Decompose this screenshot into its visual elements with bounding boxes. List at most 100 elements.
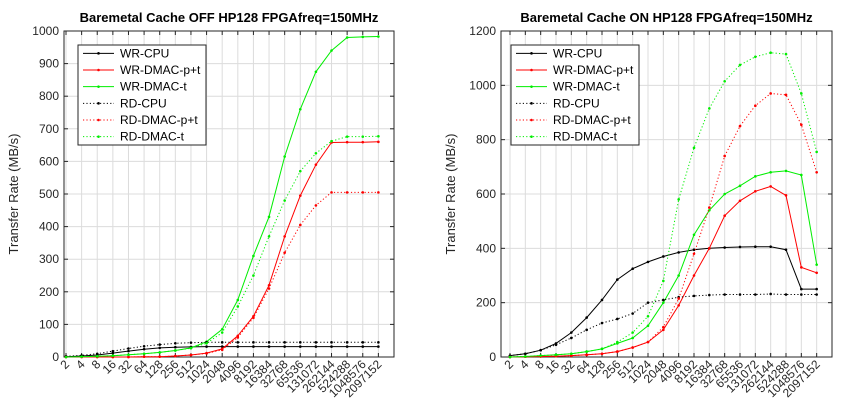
data-point — [784, 194, 788, 197]
data-point — [283, 199, 286, 202]
data-point — [220, 331, 224, 334]
y-tick-label: 600 — [39, 154, 59, 168]
data-point — [252, 254, 255, 258]
data-point — [738, 124, 742, 128]
data-point — [662, 255, 665, 258]
data-point — [267, 345, 271, 348]
data-point — [662, 298, 665, 302]
data-point — [236, 336, 240, 339]
data-point — [314, 70, 318, 74]
data-point — [692, 233, 696, 237]
y-tick-label: 200 — [39, 285, 59, 299]
data-point — [800, 123, 803, 127]
data-point — [585, 350, 588, 353]
data-point — [361, 345, 365, 348]
data-point — [267, 215, 271, 219]
data-point — [158, 355, 162, 358]
data-point — [723, 154, 726, 158]
series-rd-dmac-t — [64, 134, 380, 359]
data-point — [800, 92, 803, 95]
data-point — [616, 317, 619, 321]
series-rd-cpu — [64, 341, 380, 358]
series-rd-dmac-t — [508, 51, 818, 359]
data-point — [815, 287, 818, 291]
legend-marker — [97, 118, 100, 122]
data-point — [330, 49, 333, 52]
data-point — [692, 274, 696, 277]
data-point — [662, 328, 665, 332]
data-point — [815, 170, 818, 174]
data-point — [127, 349, 130, 353]
legend-label: RD-DMAC-p+t — [553, 113, 631, 127]
data-point — [298, 169, 302, 173]
data-point — [554, 353, 558, 357]
data-point — [142, 355, 146, 358]
data-point — [95, 355, 99, 358]
data-point — [524, 355, 527, 358]
y-tick-label: 0 — [52, 350, 59, 364]
legend: WR-CPU WR-DMAC-p+t WR-DMAC-t RD-CPU RD-DMAC-… — [77, 44, 207, 146]
x-tick-label: 4 — [517, 357, 532, 372]
data-point — [692, 146, 696, 150]
data-point — [298, 107, 302, 111]
data-point — [815, 293, 818, 296]
data-point — [377, 35, 380, 38]
data-point — [754, 293, 757, 296]
legend-marker — [97, 102, 100, 105]
data-point — [646, 260, 650, 264]
data-point — [345, 191, 349, 194]
data-point — [174, 342, 177, 345]
data-point — [692, 248, 696, 251]
data-point — [800, 287, 803, 291]
y-tick-label: 400 — [39, 220, 59, 234]
data-point — [616, 340, 619, 344]
data-point — [189, 353, 193, 357]
data-point — [377, 140, 380, 144]
data-point — [723, 79, 726, 83]
y-tick-label: 700 — [39, 122, 59, 136]
data-point — [345, 341, 349, 344]
data-point — [784, 248, 788, 251]
data-point — [631, 312, 634, 315]
x-tick-label: 2 — [501, 357, 516, 372]
data-point — [361, 191, 365, 194]
data-point — [677, 297, 680, 300]
data-point — [646, 340, 650, 344]
data-point — [723, 214, 726, 218]
data-point — [570, 331, 573, 334]
data-point — [236, 345, 240, 348]
data-point — [646, 324, 650, 328]
data-point — [205, 352, 208, 355]
data-point — [539, 348, 542, 352]
data-point — [754, 189, 757, 193]
data-point — [769, 51, 772, 55]
data-point — [127, 347, 130, 350]
legend-label: RD-CPU — [120, 96, 167, 110]
data-point — [600, 321, 604, 325]
data-point — [769, 245, 772, 249]
data-point — [283, 341, 286, 344]
data-point — [220, 341, 224, 344]
data-point — [252, 274, 255, 277]
data-point — [692, 294, 696, 298]
data-point — [524, 352, 527, 356]
data-point — [662, 301, 665, 304]
data-point — [80, 355, 83, 358]
data-point — [631, 336, 634, 340]
data-point — [298, 223, 302, 227]
data-point — [769, 292, 772, 296]
data-point — [616, 278, 619, 281]
data-point — [708, 206, 711, 209]
y-tick-label: 800 — [476, 133, 496, 147]
data-point — [738, 63, 742, 67]
y-tick-label: 100 — [39, 317, 59, 331]
data-point — [708, 107, 711, 110]
y-tick-label: 200 — [476, 296, 496, 310]
data-point — [252, 341, 255, 344]
data-point — [236, 305, 240, 308]
legend-marker — [530, 85, 533, 88]
data-point — [585, 316, 588, 319]
data-point — [361, 140, 365, 144]
data-point — [754, 175, 757, 178]
